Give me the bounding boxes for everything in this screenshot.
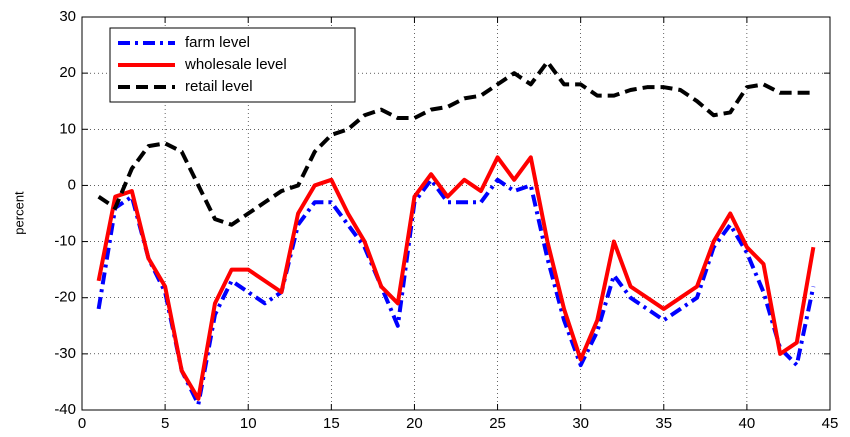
y-tick-label: 10 — [59, 120, 76, 137]
x-tick-label: 25 — [489, 415, 506, 432]
y-tick-label: 0 — [68, 176, 76, 193]
y-tick-label: 30 — [59, 8, 76, 25]
x-tick-label: 30 — [572, 415, 589, 432]
x-tick-label: 5 — [161, 415, 169, 432]
y-tick-label: -30 — [54, 345, 76, 362]
y-axis-label: percent — [11, 191, 26, 235]
legend: farm level wholesale level retail level — [109, 27, 356, 103]
data-line — [96, 155, 816, 401]
x-tick-label: 35 — [655, 415, 672, 432]
x-tick-label: 15 — [323, 415, 340, 432]
x-tick-label: 45 — [822, 415, 839, 432]
y-tick-label: -40 — [54, 401, 76, 418]
y-tick-label: 20 — [59, 64, 76, 81]
x-tick-label: 40 — [739, 415, 756, 432]
x-tick-label: 20 — [406, 415, 423, 432]
legend-label: wholesale level — [184, 56, 287, 73]
legend-label: farm level — [185, 34, 250, 51]
data-line — [97, 59, 814, 227]
x-tick-label: 0 — [78, 415, 86, 432]
y-tick-label: -10 — [54, 233, 76, 250]
x-tick-label: 10 — [240, 415, 257, 432]
y-tick-label: -20 — [54, 289, 76, 306]
legend-label: retail level — [185, 78, 253, 95]
data-line — [96, 177, 816, 407]
